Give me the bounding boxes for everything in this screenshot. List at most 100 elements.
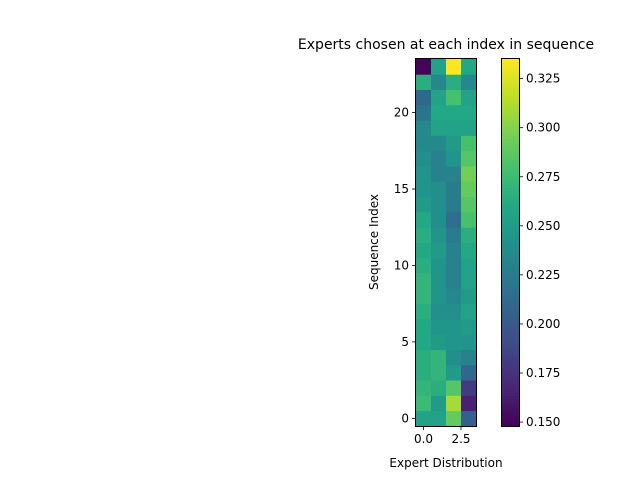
colorbar-segment [502,150,519,155]
heatmap-cell [461,257,477,274]
heatmap-cell [431,257,447,274]
colorbar-segment [502,251,519,256]
heatmap-cell [461,211,477,228]
heatmap-cell [431,364,447,381]
colorbar-segment [502,65,519,69]
heatmap-cell [446,380,462,396]
heatmap-cell [416,334,432,350]
colorbar-segment [502,401,519,406]
colorbar-segment [502,132,519,137]
heatmap-cell [431,166,447,182]
heatmap-cell [461,59,477,75]
heatmap-cell [461,349,477,366]
colorbar-segment [502,184,519,189]
colorbar-segment [502,297,519,302]
heatmap-cell [416,89,432,106]
colorbar-segment [502,202,519,207]
colorbar-segment [502,129,519,133]
colorbar-segment [502,199,519,204]
heatmap-cell [461,318,477,335]
y-tick-label: 10 [394,258,409,272]
colorbar-segment [502,92,519,97]
colorbar-segment [502,364,519,369]
colorbar-segment [502,358,519,363]
colorbar-segment [502,95,519,100]
colorbar-tick-label: 0.300 [526,121,560,135]
heatmap-cell [461,74,477,90]
colorbar-segment [502,300,519,305]
colorbar-segment [502,80,519,85]
colorbar-segment [502,282,519,286]
heatmap-cell [431,150,447,167]
colorbar-segment [502,114,519,118]
heatmap-cell [416,364,432,381]
heatmap-cell [416,211,432,228]
heatmap-cell [461,273,477,289]
heatmap-cell [446,273,462,289]
heatmap-cell [431,242,447,259]
colorbar-segment [502,328,519,332]
heatmap-cell [416,395,432,412]
heatmap-cell [416,181,432,198]
heatmap-cell [446,181,462,198]
colorbar-segment [502,318,519,323]
heatmap-cell [461,227,477,243]
colorbar-segment [502,205,519,210]
colorbar-segment [502,383,519,387]
heatmap-cell [461,334,477,350]
heatmap-cell [446,303,462,320]
heatmap-cell [446,166,462,182]
colorbar-segment [502,288,519,293]
colorbar-segment [502,270,519,274]
heatmap-cell [431,318,447,335]
heatmap-cell [431,89,447,106]
colorbar-segment [502,248,519,253]
colorbar-segment [502,398,519,403]
heatmap-cell [431,211,447,228]
colorbar-segment [502,233,519,237]
heatmap-cell [431,273,447,289]
x-axis-label: Expert Distribution [389,456,502,470]
colorbar-segment [502,89,519,94]
heatmap-cell [461,89,477,106]
heatmap-cell [431,74,447,90]
colorbar-segment [502,98,519,103]
heatmap-cell [446,410,462,427]
heatmap-cell [446,150,462,167]
colorbar-segment [502,138,519,143]
colorbar-segment [502,135,519,140]
colorbar-tick-label: 0.250 [526,219,560,233]
colorbar-segment [502,178,519,182]
colorbar-segment [502,77,519,82]
colorbar-segment [502,266,519,271]
heatmap-cell [416,410,432,427]
colorbar-segment [502,374,519,378]
colorbar-segment [502,120,519,124]
colorbar-segment [502,303,519,308]
colorbar-segment [502,331,519,335]
heatmap-cell [461,181,477,198]
heatmap-cell [461,150,477,167]
colorbar-segment [502,208,519,213]
colorbar-segment [502,315,519,320]
heatmap-cell [446,89,462,106]
colorbar-segment [502,392,519,397]
heatmap-plot [416,59,477,427]
colorbar-segment [502,361,519,366]
colorbar-segment [502,221,519,225]
colorbar-segment [502,419,519,424]
heatmap-cell [431,334,447,350]
colorbar-segment [502,187,519,192]
heatmap-cell [446,334,462,350]
heatmap-cell [431,410,447,427]
colorbar-segment [502,355,519,360]
colorbar-segment [502,104,519,109]
heatmap-cell [431,380,447,396]
heatmap-cell [446,104,462,121]
heatmap-frame [415,58,477,427]
colorbar-segment [502,263,519,268]
heatmap-cell [461,196,477,213]
heatmap-cell [461,104,477,121]
heatmap-cell [446,59,462,75]
